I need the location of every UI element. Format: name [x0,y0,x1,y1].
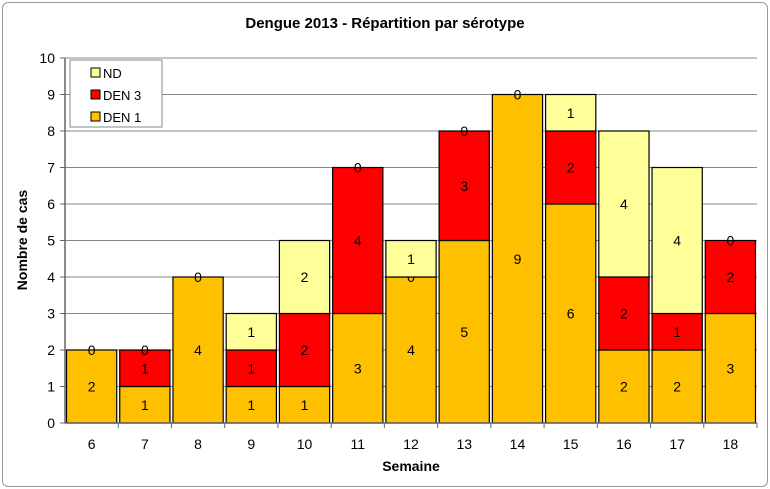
y-tick-label: 6 [47,196,55,212]
x-tick-label: 17 [669,436,685,452]
x-tick-label: 7 [141,436,149,452]
bar-den-1 [172,276,224,424]
bar-den-3 [278,312,331,388]
y-tick-label: 0 [47,415,55,431]
data-label: 4 [354,233,362,249]
data-label: 2 [726,269,734,285]
bar-den-1 [438,239,490,424]
data-label: 9 [514,251,522,267]
y-tick-label: 5 [47,233,55,249]
bar-den-1 [332,312,384,424]
data-label: 3 [460,178,468,194]
data-label: 0 [354,160,362,176]
chart-title: Dengue 2013 - Répartition par sérotype [245,15,524,32]
data-label: 4 [620,196,628,212]
bar-nd [225,312,278,351]
data-label: 4 [194,342,202,358]
data-label: 1 [301,397,309,413]
x-tick-label: 16 [616,436,632,452]
data-label: 1 [567,105,575,121]
y-tick-label: 3 [47,306,55,322]
data-label: 4 [673,233,681,249]
legend-label: DEN 1 [103,110,141,125]
data-label: 2 [88,379,96,395]
bar-den-3 [119,349,171,388]
data-label: 1 [673,324,681,340]
bar-nd [278,239,331,315]
bar-den-3 [332,166,384,315]
legend-swatch [90,89,101,100]
data-label: 1 [141,397,149,413]
y-tick-label: 9 [47,87,55,103]
bar-nd [544,93,597,132]
data-label: 3 [726,360,734,376]
data-label: 0 [194,269,202,285]
x-tick-label: 11 [350,436,365,452]
bar-den-1 [544,203,597,424]
bar-den-1 [491,93,544,424]
data-label: 0 [460,123,468,139]
data-label: 1 [247,360,255,376]
y-tick-label: 4 [47,269,55,285]
legend-label: ND [103,66,122,81]
bar-den-3 [704,239,757,315]
data-label: 1 [141,360,149,376]
x-tick-label: 9 [247,436,255,452]
bar-nd [598,130,650,278]
legend-box [69,59,163,128]
data-label: 0 [88,342,96,358]
bar-den-3 [598,276,650,351]
legend-label: DEN 3 [103,88,141,103]
data-label: 3 [354,360,362,376]
x-tick-label: 13 [456,436,472,452]
x-tick-label: 14 [510,436,526,452]
bar-nd [651,166,703,315]
data-label: 0 [141,342,149,358]
data-label: 2 [301,269,309,285]
legend-swatch [90,111,101,122]
y-tick-label: 10 [39,50,55,66]
data-label: 2 [301,342,309,358]
data-label: 0 [726,233,734,249]
data-label: 2 [567,160,575,176]
data-label: 2 [620,306,628,322]
bar-den-1 [65,349,118,424]
legend-swatch [90,67,101,78]
x-tick-label: 10 [297,436,313,452]
data-label: 1 [407,251,415,267]
y-tick-label: 1 [47,379,55,395]
data-label: 1 [247,397,255,413]
bar-den-1 [119,385,171,424]
x-axis-label: Semaine [382,458,440,474]
data-label: 1 [247,324,255,340]
y-axis-label: Nombre de cas [14,190,30,291]
x-tick-label: 6 [88,436,96,452]
data-label: 5 [460,324,468,340]
x-tick-label: 18 [723,436,739,452]
bar-den-1 [598,349,650,424]
data-label: 6 [567,306,575,322]
bar-den-3 [438,130,490,242]
data-label: 2 [620,379,628,395]
y-tick-label: 2 [47,342,55,358]
x-tick-label: 12 [403,436,419,452]
x-tick-label: 15 [563,436,579,452]
data-label: 0 [514,87,522,103]
y-tick-label: 7 [47,160,55,176]
data-label: 2 [673,379,681,395]
y-tick-label: 8 [47,123,55,139]
data-label: 4 [407,342,415,358]
x-tick-label: 8 [194,436,202,452]
bar-nd [385,239,437,278]
bar-den-3 [544,130,597,205]
